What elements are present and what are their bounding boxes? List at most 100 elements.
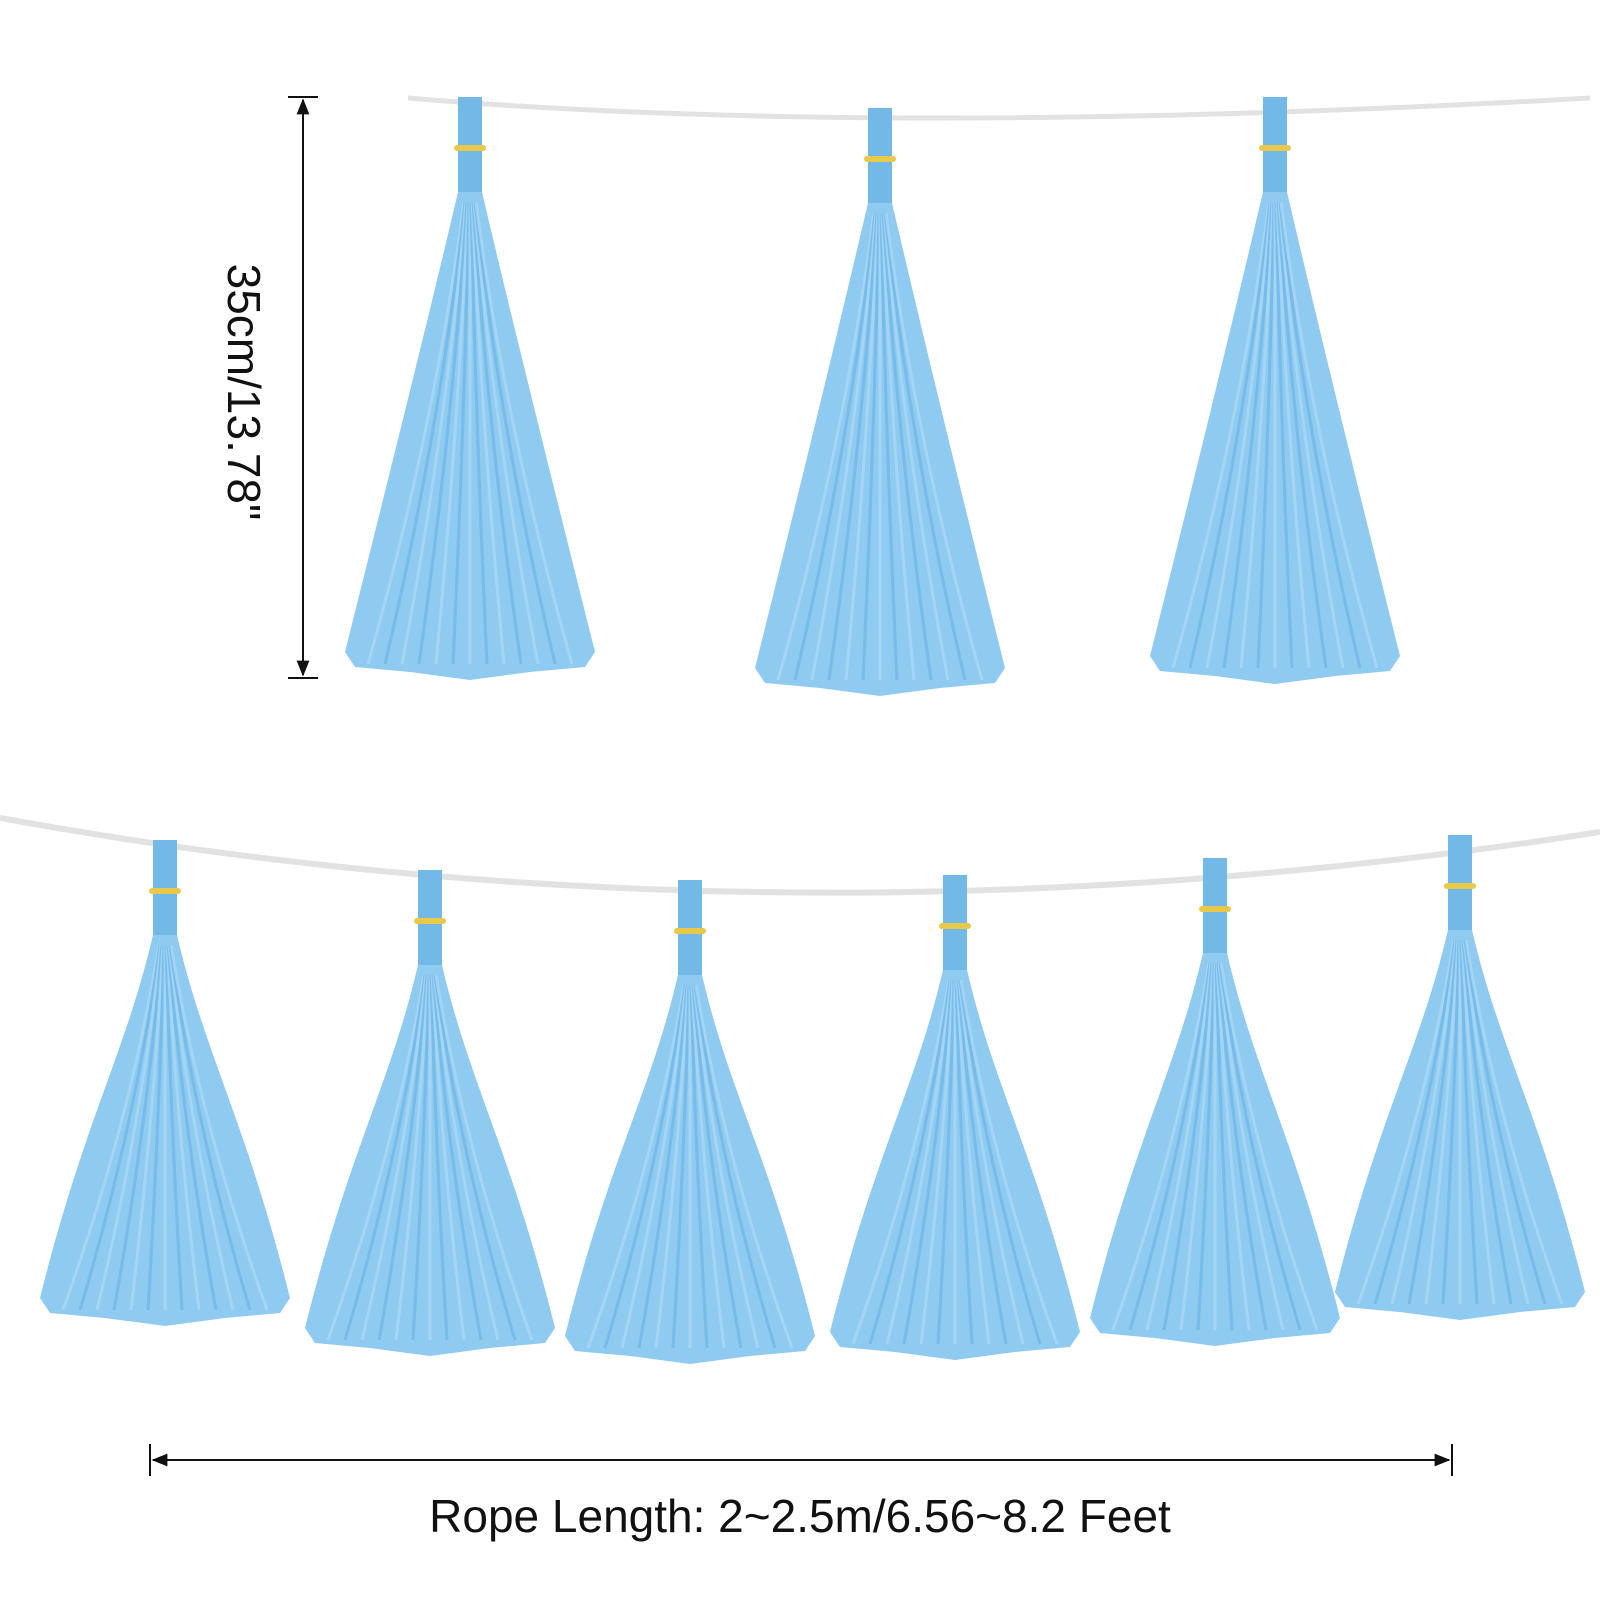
- tassel-strand: [1219, 962, 1319, 1331]
- tassel: [830, 875, 1080, 1360]
- rope-bottom: [0, 815, 1600, 896]
- height-label: 35cm/13.78": [218, 264, 270, 521]
- tassel-strand: [861, 212, 881, 681]
- tassel-cap: [1263, 97, 1287, 192]
- tassel-strand: [671, 984, 691, 1349]
- tassel-strand: [957, 979, 1025, 1345]
- tassel-strand: [434, 201, 470, 665]
- tassel-strand: [955, 979, 991, 1345]
- tassel-strand: [879, 212, 899, 681]
- tassel-band: [454, 145, 486, 151]
- tassel-strand: [411, 974, 431, 1341]
- tassel: [755, 108, 1005, 696]
- tassel-strand: [471, 201, 523, 665]
- tassel-strand: [472, 201, 540, 665]
- tassel-strand: [1222, 201, 1274, 669]
- tassel-strand: [167, 944, 235, 1311]
- tassel-strand: [61, 944, 161, 1311]
- tassel-band: [1259, 145, 1291, 151]
- tassel-strand: [851, 979, 951, 1345]
- tassel-strand: [919, 979, 955, 1345]
- tassel-cap: [678, 880, 702, 975]
- tassel-strand: [694, 984, 794, 1349]
- tassel-strand: [169, 944, 269, 1311]
- tassel-strand: [1145, 962, 1213, 1331]
- tassel-strand: [1179, 962, 1215, 1331]
- tassel-cap: [458, 97, 482, 192]
- tassel-strand: [881, 212, 933, 681]
- tassel-strand: [1460, 939, 1496, 1305]
- tassel-strand: [474, 201, 574, 665]
- tassel-band: [1199, 906, 1231, 912]
- tassel-strand: [1215, 962, 1251, 1331]
- tassel-strand: [1171, 201, 1271, 669]
- tassel-strand: [112, 944, 164, 1311]
- tassel-band: [414, 918, 446, 924]
- tassels: [40, 97, 1585, 1364]
- tassel-strand: [469, 201, 489, 665]
- tassel-strand: [1214, 962, 1234, 1331]
- tassel-strand: [883, 212, 967, 681]
- tassel-strand: [473, 201, 557, 665]
- tassel-strand: [400, 201, 468, 665]
- tassel-strand: [165, 944, 201, 1311]
- tassel-strand: [343, 974, 427, 1341]
- tassel-strand: [1277, 201, 1345, 669]
- tassel-strand: [1278, 201, 1362, 669]
- length-label: Rope Length: 2~2.5m/6.56~8.2 Feet: [429, 1490, 1171, 1542]
- tassel-strand: [620, 984, 688, 1349]
- tassel-strand: [868, 979, 952, 1345]
- tassel-strand: [693, 984, 777, 1349]
- tassel-strand: [432, 974, 500, 1341]
- tassel-strand: [902, 979, 954, 1345]
- tassel-strand: [1196, 962, 1216, 1331]
- tassel-strand: [810, 212, 878, 681]
- tassel-strand: [383, 201, 467, 665]
- tassel-band: [1444, 883, 1476, 889]
- tassel: [305, 870, 555, 1356]
- tassel-strand: [1459, 939, 1479, 1305]
- tassel-strand: [434, 974, 534, 1341]
- tassel-cap: [868, 108, 892, 203]
- tassel-strand: [168, 944, 252, 1311]
- tassel-strand: [430, 974, 466, 1341]
- tassel-strand: [586, 984, 686, 1349]
- height-dimension: 35cm/13.78": [218, 96, 318, 679]
- tassel-strand: [166, 944, 218, 1311]
- tassel: [1150, 97, 1400, 684]
- tassel-strand: [959, 979, 1059, 1345]
- tassel-cap: [1203, 858, 1227, 953]
- tassel-strand: [954, 979, 974, 1345]
- tassel-band: [149, 888, 181, 894]
- tassel-strand: [377, 974, 429, 1341]
- tassel-strand: [366, 201, 466, 665]
- tassel-strand: [692, 984, 760, 1349]
- tassel-strand: [451, 201, 471, 665]
- tassel-strand: [958, 979, 1042, 1345]
- tassel-strand: [1464, 939, 1564, 1305]
- tassel: [1335, 835, 1585, 1320]
- tassel-strand: [654, 984, 690, 1349]
- tassel-strand: [956, 979, 1008, 1345]
- tassel-strand: [1188, 201, 1272, 669]
- tassel: [40, 840, 290, 1326]
- tassel-strand: [1462, 939, 1530, 1305]
- tassel-strand: [1275, 201, 1311, 669]
- tassel-strand: [1276, 201, 1328, 669]
- tassel-band: [864, 156, 896, 162]
- tassel-strand: [1111, 962, 1211, 1331]
- tassel: [565, 880, 815, 1364]
- tassel-cap: [418, 870, 442, 965]
- tassel-strand: [691, 984, 743, 1349]
- tassel-strand: [1274, 201, 1294, 669]
- tassel-strand: [690, 984, 726, 1349]
- tassel-strand: [689, 984, 709, 1349]
- tassel-strand: [1373, 939, 1457, 1305]
- tassel-strand: [1356, 939, 1456, 1305]
- tassel-strand: [1217, 962, 1285, 1331]
- tassel-strand: [78, 944, 162, 1311]
- tassel-strand: [1218, 962, 1302, 1331]
- tassel-strand: [827, 212, 879, 681]
- tassel-strand: [603, 984, 687, 1349]
- tassel-strand: [793, 212, 877, 681]
